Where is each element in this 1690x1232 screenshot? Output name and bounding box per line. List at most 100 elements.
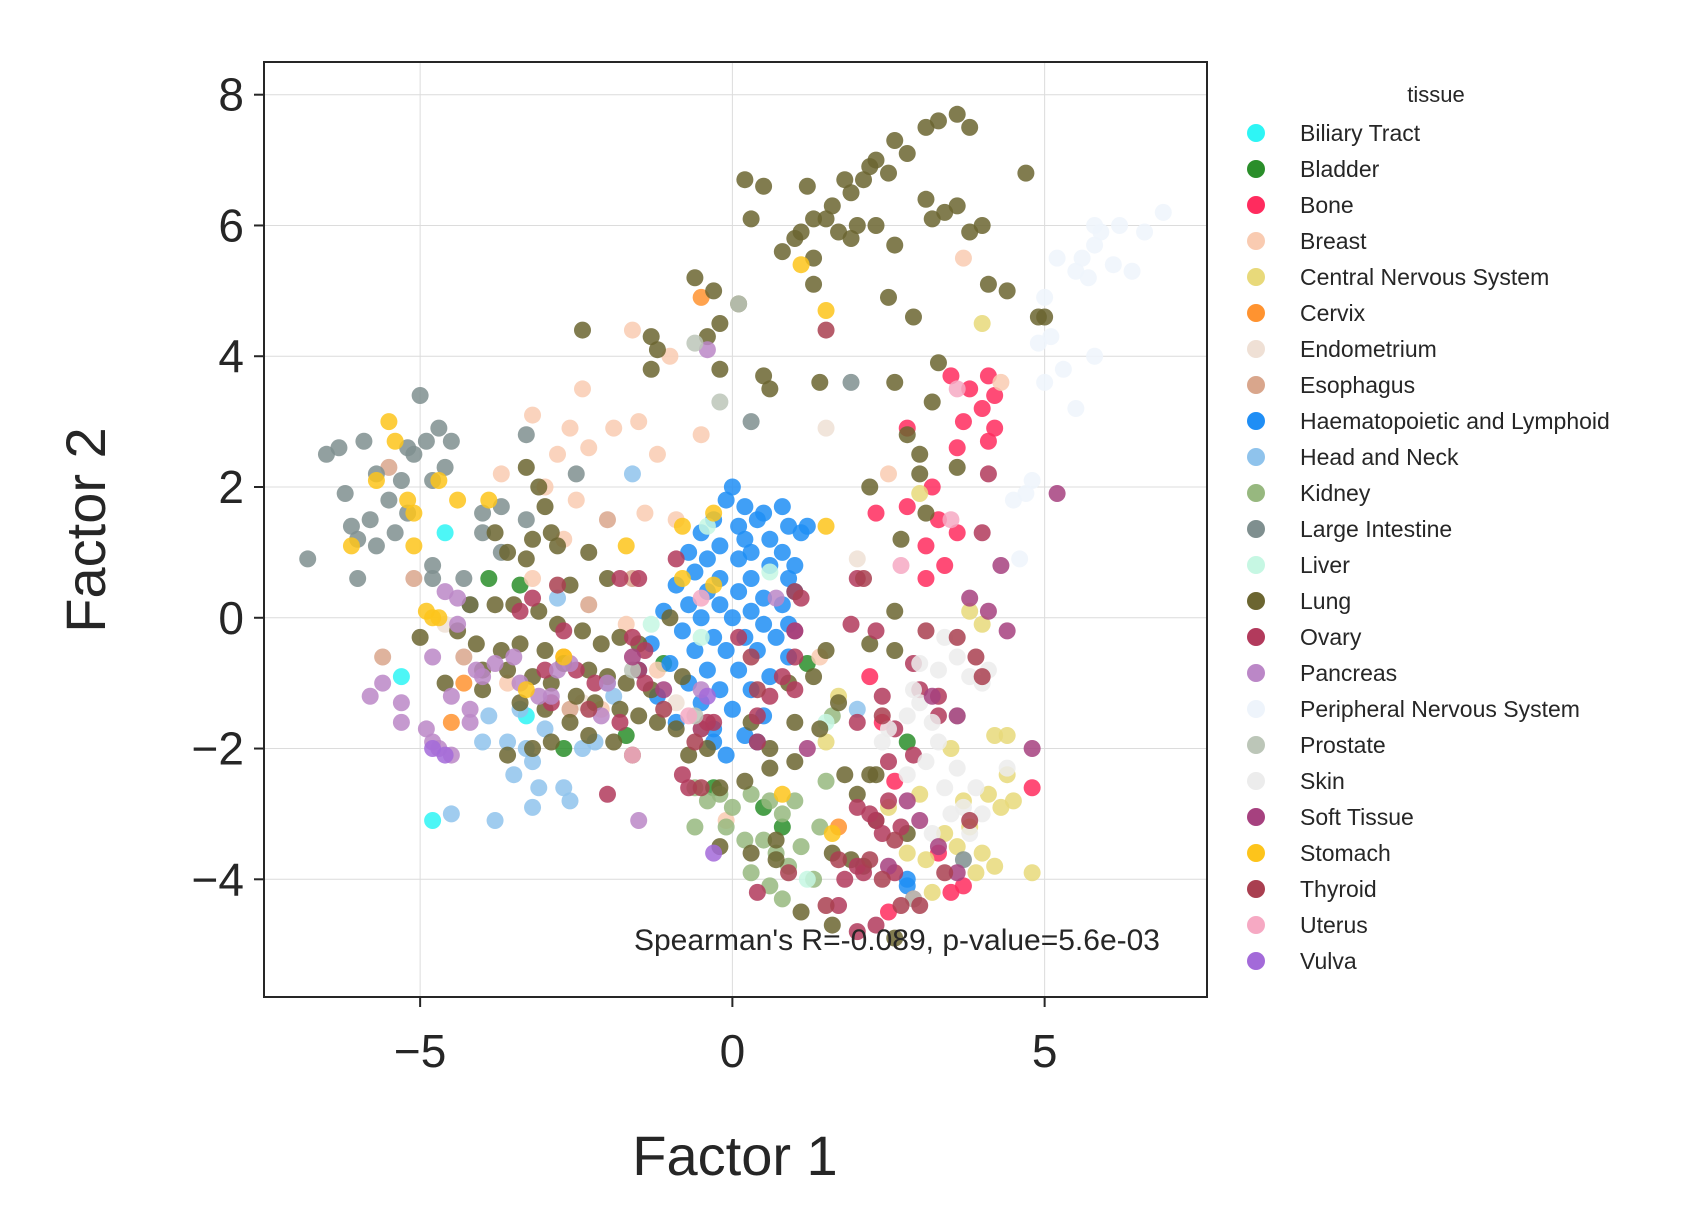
scatter-point [1023,471,1041,489]
scatter-point [917,537,935,555]
scatter-point [342,537,360,555]
scatter-point [761,380,779,398]
scatter-point [792,903,810,921]
scatter-point [1017,485,1035,503]
scatter-point [1079,269,1097,287]
scatter-point [1048,485,1066,503]
scatter-point [848,550,866,568]
scatter-point [929,838,947,856]
scatter-point [811,818,829,836]
scatter-point [773,890,791,908]
scatter-point [1023,779,1041,797]
scatter-point [598,674,616,692]
scatter-point [1111,216,1129,234]
scatter-point [499,746,517,764]
legend-label: Head and Neck [1300,444,1459,470]
legend-title: tissue [1407,82,1464,107]
scatter-point [954,249,972,267]
scatter-point [886,641,904,659]
scatter-point [605,733,623,751]
scatter-point [817,517,835,535]
scatter-point [886,602,904,620]
scatter-point [798,517,816,535]
scatter-point [686,334,704,352]
series-points [873,628,1016,843]
scatter-point [524,740,542,758]
scatter-point [786,753,804,771]
scatter-point [436,583,454,601]
scatter-point [542,687,560,705]
scatter-point [524,570,542,588]
scatter-point [555,740,573,758]
scatter-point [923,210,941,228]
scatter-point [449,615,467,633]
scatter-point [642,328,660,346]
legend-marker [1247,772,1265,790]
scatter-point [948,864,966,882]
scatter-point [979,465,997,483]
scatter-point [880,288,898,306]
scatter-point [861,668,879,686]
scatter-point [299,550,317,568]
scatter-point [461,713,479,731]
scatter-point [861,478,879,496]
scatter-point [973,615,991,633]
scatter-point [761,740,779,758]
scatter-point [517,458,535,476]
scatter-point [686,818,704,836]
scatter-point [424,740,442,758]
scatter-point [611,713,629,731]
scatter-point [467,635,485,653]
scatter-point [973,524,991,542]
scatter-point [786,583,804,601]
scatter-point [355,432,373,450]
scatter-point [680,707,698,725]
scatter-point [417,432,435,450]
legend-marker [1247,628,1265,646]
scatter-point [873,707,891,725]
scatter-point [642,360,660,378]
legend-marker [1247,124,1265,142]
scatter-point [399,439,417,457]
scatter-point [673,517,691,535]
series-points [436,419,866,712]
scatter-point [617,537,635,555]
scatter-point [573,622,591,640]
legend-label: Bladder [1300,156,1380,182]
scatter-point [442,713,460,731]
legend-marker [1247,952,1265,970]
scatter-point [424,811,442,829]
scatter-point [611,570,629,588]
series-points [392,524,535,829]
scatter-point [998,282,1016,300]
scatter-point [936,203,954,221]
scatter-point [748,883,766,901]
scatter-point [598,511,616,529]
scatter-point [623,628,641,646]
legend-marker [1247,304,1265,322]
scatter-point [861,766,879,784]
scatter-point [992,556,1010,574]
scatter-point [948,759,966,777]
scatter-point [923,713,941,731]
scatter-point [723,609,741,627]
scatter-point [767,628,785,646]
scatter-point [561,700,579,718]
scatter-point [424,609,442,627]
scatter-point [424,570,442,588]
scatter-point [405,537,423,555]
scatter-point [630,811,648,829]
scatter-point [692,589,710,607]
scatter-point [911,785,929,803]
series-points [1004,203,1172,568]
scatter-point [805,249,823,267]
scatter-point [336,485,354,503]
series-points [511,465,997,941]
scatter-point [805,275,823,293]
scatter-point [1036,288,1054,306]
scatter-point [730,661,748,679]
legend-marker [1247,268,1265,286]
scatter-point [761,530,779,548]
scatter-point [742,602,760,620]
scatter-point [686,641,704,659]
